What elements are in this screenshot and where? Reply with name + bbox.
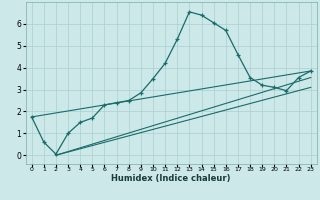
X-axis label: Humidex (Indice chaleur): Humidex (Indice chaleur) (111, 174, 231, 183)
